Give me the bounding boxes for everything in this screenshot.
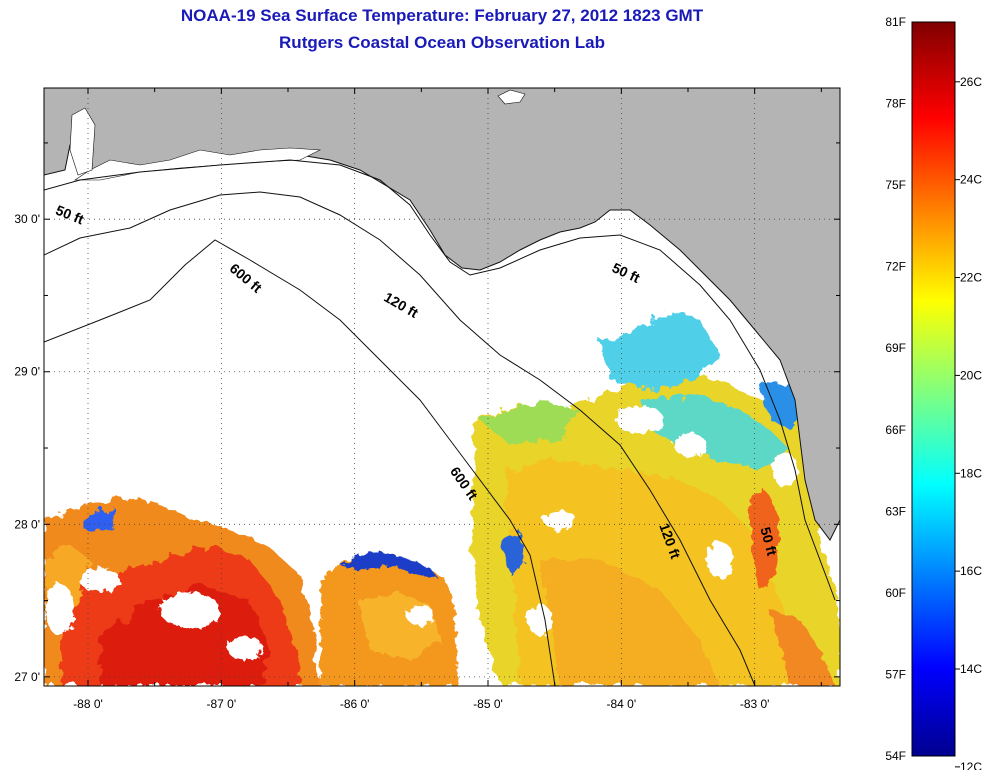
colorbar-c-label: 18C	[960, 466, 982, 480]
colorbar-c-label: 12C	[960, 760, 982, 770]
colorbar-f-label: 78F	[885, 97, 906, 111]
colorbar-f-label: 54F	[885, 749, 906, 763]
map-title: NOAA-19 Sea Surface Temperature: Februar…	[180, 6, 704, 25]
colorbar-labels: 81F 78F 75F 72F 69F 66F 63F 60F 57F 54F 26C 24C 22C 2…	[885, 15, 982, 770]
colorbar-c-label: 22C	[960, 271, 982, 285]
colorbar-f-label: 60F	[885, 586, 906, 600]
lon-tick-label: -87 0'	[207, 697, 237, 711]
lat-tick-label: 28 0'	[14, 517, 40, 531]
colorbar-f-label: 66F	[885, 423, 906, 437]
colorbar-f-label: 72F	[885, 260, 906, 274]
colorbar-c-label: 24C	[960, 173, 982, 187]
colorbar-f-label: 69F	[885, 341, 906, 355]
contour-600ft	[44, 239, 556, 686]
lon-tick-label: -83 0'	[740, 697, 770, 711]
lat-tick-label: 29 0'	[14, 365, 40, 379]
sst-data-layer	[44, 310, 840, 686]
contour-50ft	[44, 159, 836, 601]
contour-120ft	[44, 191, 756, 686]
depth-contours	[44, 159, 836, 686]
colorbar-f-label: 57F	[885, 667, 906, 681]
lon-tick-label: -86 0'	[340, 697, 370, 711]
colorbar-f-label: 75F	[885, 178, 906, 192]
lat-tick-label: 30 0'	[14, 212, 40, 226]
colorbar-f-label: 81F	[885, 15, 906, 29]
colorbar-c-label: 26C	[960, 75, 982, 89]
map-axes: -88 0' -87 0' -86 0' -85 0' -84 0' -83 0' 30 0…	[14, 88, 840, 711]
map-subtitle: Rutgers Coastal Ocean Observation Lab	[279, 33, 605, 52]
lon-tick-label: -85 0'	[473, 697, 503, 711]
contour-label: 50 ft	[757, 525, 780, 557]
colorbar-c-label: 16C	[960, 564, 982, 578]
colorbar-c-label: 20C	[960, 368, 982, 382]
colorbar	[911, 21, 956, 757]
map-frame	[43, 87, 841, 687]
colorbar-f-label: 63F	[885, 504, 906, 518]
colorbar-c-label: 14C	[960, 662, 982, 676]
lat-tick-label: 27 0'	[14, 670, 40, 684]
lon-tick-label: -84 0'	[607, 697, 637, 711]
lon-tick-label: -88 0'	[73, 697, 103, 711]
